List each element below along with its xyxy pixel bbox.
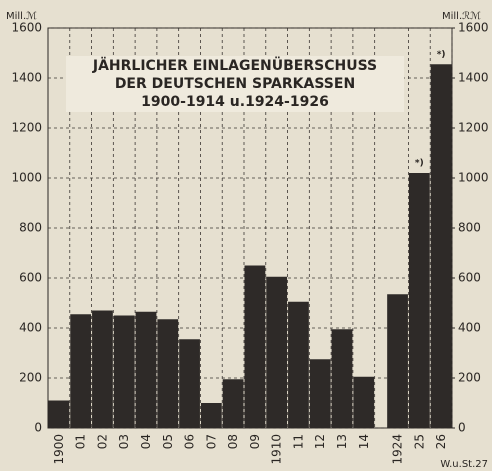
x-tick-label: 01	[74, 434, 88, 449]
y-tick-label: 1200	[11, 121, 42, 135]
x-tick-label: 25	[412, 434, 426, 449]
x-tick-label: 05	[161, 434, 175, 449]
bar	[113, 315, 135, 428]
x-tick-label: 02	[95, 434, 109, 449]
x-tick-label: 04	[139, 434, 153, 449]
bar	[266, 276, 288, 428]
title-box	[66, 56, 404, 112]
bar	[48, 400, 70, 428]
bar	[244, 265, 266, 428]
bar	[430, 64, 452, 428]
y2-tick-label: 1200	[458, 121, 489, 135]
x-tick-label: 1900	[52, 434, 66, 465]
y-axis-label: Mill.ℳ	[6, 11, 37, 22]
bar	[70, 314, 92, 428]
y2-tick-label: 800	[458, 221, 481, 235]
bar	[179, 339, 200, 428]
y-tick-label: 1400	[11, 71, 42, 85]
bar	[222, 379, 244, 428]
source: W.u.St.27	[440, 459, 488, 470]
annotation: *)	[415, 159, 424, 169]
bar	[200, 403, 222, 428]
x-tick-label: 1924	[391, 434, 405, 465]
chart-title: 1900-1914 u.1924-1926	[141, 94, 329, 110]
x-tick-label: 13	[335, 434, 349, 449]
x-tick-label: 03	[117, 434, 131, 449]
x-tick-label: 12	[313, 434, 327, 449]
bar	[157, 319, 179, 428]
bar	[331, 329, 353, 428]
x-tick-label: 07	[204, 434, 218, 449]
bar	[288, 301, 309, 428]
x-tick-label: 09	[248, 434, 262, 449]
x-tick-label: 14	[357, 434, 371, 449]
y-tick-label: 1600	[11, 21, 42, 35]
x-tick-label: 1910	[270, 434, 284, 465]
x-tick-label: 26	[434, 434, 448, 449]
y2-tick-label: 0	[458, 421, 466, 435]
x-tick-label: 08	[226, 434, 240, 449]
y-tick-label: 800	[19, 221, 42, 235]
bar	[135, 311, 157, 428]
bar	[353, 376, 375, 428]
y-tick-label: 600	[19, 271, 42, 285]
y2-tick-label: 1400	[458, 71, 489, 85]
bar	[408, 173, 430, 428]
chart-title: JÄHRLICHER EINLAGENÜBERSCHUSS	[92, 56, 377, 74]
y-tick-label: 1000	[11, 171, 42, 185]
y2-tick-label: 600	[458, 271, 481, 285]
y-tick-label: 0	[34, 421, 42, 435]
y-tick-label: 200	[19, 371, 42, 385]
annotation: *)	[437, 50, 446, 60]
chart-title: DER DEUTSCHEN SPARKASSEN	[115, 76, 355, 92]
bar	[309, 359, 331, 428]
y2-tick-label: 1000	[458, 171, 489, 185]
y-tick-label: 400	[19, 321, 42, 335]
bar	[387, 294, 408, 428]
y2-tick-label: 1600	[458, 21, 489, 35]
bar	[92, 310, 113, 428]
y2-axis-label: Mill.ℛℳ	[442, 11, 481, 22]
y2-tick-label: 200	[458, 371, 481, 385]
x-tick-label: 06	[183, 434, 197, 449]
y2-tick-label: 400	[458, 321, 481, 335]
x-tick-label: 11	[291, 434, 305, 449]
